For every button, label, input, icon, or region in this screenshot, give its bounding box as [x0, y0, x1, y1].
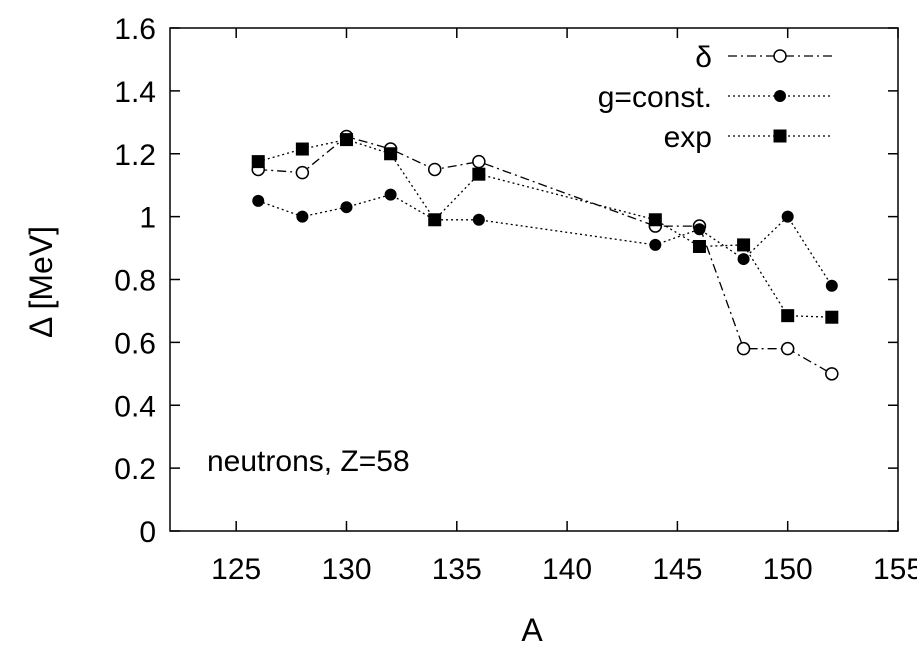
y-tick-label: 1.4: [114, 76, 156, 109]
data-point: [384, 188, 397, 201]
legend-entry: g=const.: [598, 81, 832, 114]
data-point: [472, 167, 486, 181]
data-point: [428, 213, 442, 227]
data-point: [737, 253, 750, 266]
legend-label: δ: [695, 41, 712, 74]
data-point: [780, 341, 795, 356]
y-tick-label: 1: [139, 202, 156, 235]
data-point: [427, 162, 442, 177]
y-tick-label: 0.4: [114, 390, 156, 423]
data-point: [472, 213, 485, 226]
data-point: [295, 142, 309, 156]
legend: δ g=const. exp: [598, 41, 832, 154]
data-point: [825, 367, 839, 381]
data-point: [693, 223, 706, 236]
data-point: [340, 201, 353, 214]
data-point: [737, 238, 751, 252]
data-point: [649, 238, 662, 251]
data-point: [692, 239, 706, 253]
series-2: [251, 133, 839, 324]
x-axis-label: A: [521, 612, 543, 646]
x-tick-label: 155: [873, 553, 917, 586]
data-point: [295, 165, 310, 180]
series-line: [258, 135, 833, 375]
y-tick-label: 0.6: [114, 327, 156, 360]
data-point: [781, 210, 794, 223]
axes: 125 130 135 140 145 150 155 0 0.2 0.4 0.6 0.8 1 1.2 1.…: [114, 13, 917, 586]
series-line: [258, 138, 832, 318]
legend-entry: δ: [695, 41, 832, 74]
legend-entry: exp: [664, 121, 832, 154]
x-tick-label: 135: [432, 553, 482, 586]
data-point: [252, 194, 265, 207]
y-tick-label: 0.2: [114, 453, 156, 486]
legend-marker: [773, 49, 787, 63]
y-tick-label: 1.2: [114, 139, 156, 172]
legend-marker: [774, 90, 786, 102]
series-layer: [251, 129, 839, 381]
x-tick-label: 140: [542, 553, 592, 586]
legend-marker: [773, 129, 787, 143]
data-point: [472, 154, 486, 169]
x-tick-label: 125: [211, 553, 261, 586]
y-tick-label: 0.8: [114, 265, 156, 298]
data-point: [384, 147, 398, 161]
y-tick-label: 0: [139, 516, 156, 549]
legend-label: exp: [664, 121, 712, 154]
annotation-text: neutrons, Z=58: [207, 445, 410, 478]
series-line: [257, 193, 833, 287]
x-tick-label: 145: [652, 553, 702, 586]
data-point: [781, 309, 795, 323]
data-point: [736, 341, 751, 356]
y-tick-label: 1.6: [114, 13, 156, 46]
data-point: [825, 279, 838, 292]
data-point: [251, 155, 265, 169]
data-point: [648, 213, 662, 227]
data-point: [296, 210, 309, 223]
data-point: [339, 133, 353, 147]
x-tick-label: 150: [763, 553, 813, 586]
legend-label: g=const.: [598, 81, 712, 114]
y-axis-label: Δ [MeV]: [23, 226, 59, 338]
x-tick-label: 130: [321, 553, 371, 586]
data-point: [825, 310, 839, 324]
